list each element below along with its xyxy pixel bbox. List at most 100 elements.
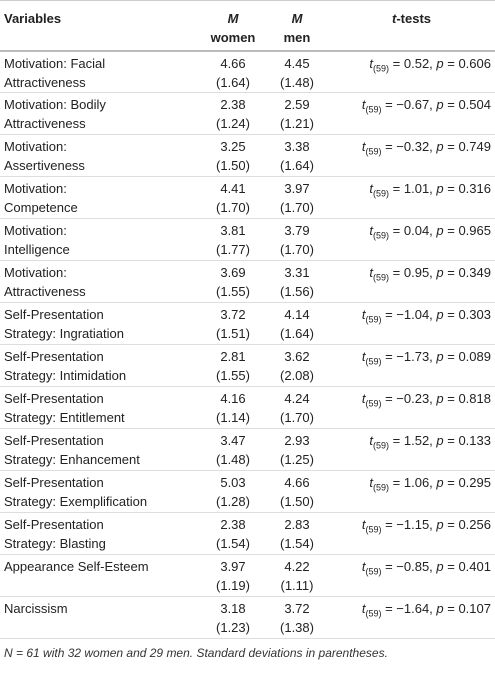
- sd: (1.48): [280, 74, 314, 90]
- variable-text: Strategy: Blasting: [4, 536, 106, 551]
- df: (59): [365, 398, 382, 409]
- variable-text: Motivation:: [4, 139, 67, 154]
- variable-text: Self-Presentation: [4, 433, 104, 448]
- variable-cell: Self-Presentation Strategy: Blasting: [0, 512, 200, 555]
- men-cell: 4.45 (1.48): [266, 50, 328, 93]
- mean: 4.22: [284, 559, 310, 574]
- mean: 3.97: [284, 181, 310, 196]
- p-value: = 0.965: [443, 223, 491, 238]
- sd: (1.19): [216, 578, 250, 593]
- men-cell: 3.72 (1.38): [266, 596, 328, 639]
- women-cell: 3.81 (1.77): [200, 218, 266, 261]
- mean: 3.69: [220, 265, 246, 280]
- variable-text: Appearance Self-Esteem: [4, 559, 149, 574]
- mean: 2.59: [284, 97, 310, 112]
- p-value: = 0.295: [443, 475, 491, 490]
- variable-text: Intelligence: [4, 242, 70, 257]
- header-m: M: [291, 11, 303, 26]
- header-text: women: [210, 30, 256, 45]
- sd: (1.77): [216, 242, 250, 257]
- sd: (1.70): [280, 410, 314, 425]
- variable-text: Self-Presentation: [4, 349, 104, 364]
- sd: (1.56): [280, 284, 314, 299]
- sd: (1.28): [216, 494, 250, 509]
- men-cell: 2.93 (1.25): [266, 428, 328, 471]
- p-value: = 0.256: [443, 517, 491, 532]
- variable-text: Self-Presentation: [4, 517, 104, 532]
- table-row: Self-Presentation Strategy: Intimidation 2…: [0, 344, 495, 387]
- sd: (1.38): [280, 620, 314, 635]
- table-row: Motivation: Intelligence 3.81 (1.77) 3.79 (1.…: [0, 218, 495, 261]
- t-symbol: t: [361, 97, 366, 112]
- t-symbol: t: [361, 391, 366, 406]
- t-value: = −1.73,: [381, 349, 437, 364]
- header-variables: Variables: [0, 0, 200, 52]
- men-cell: 4.66 (1.50): [266, 470, 328, 513]
- variable-cell: Motivation: Bodily Attractiveness: [0, 92, 200, 135]
- p-value: = 0.316: [443, 181, 491, 196]
- t-symbol: t: [361, 349, 366, 364]
- p-value: = 0.818: [443, 391, 491, 406]
- variable-text: Attractiveness: [4, 284, 86, 299]
- variable-cell: Self-Presentation Strategy: Intimidation: [0, 344, 200, 387]
- df: (59): [373, 188, 390, 199]
- mean: 3.79: [284, 223, 310, 238]
- sd: (1.64): [280, 158, 314, 173]
- sd: (1.23): [216, 620, 250, 635]
- t-value: = −0.23,: [381, 391, 437, 406]
- ttest-cell: t(59) = −0.32, p = 0.749: [328, 134, 495, 177]
- variable-cell: Self-Presentation Strategy: Enhancement: [0, 428, 200, 471]
- header-m: M: [227, 11, 239, 26]
- women-cell: 3.69 (1.55): [200, 260, 266, 303]
- variable-text: Motivation:: [4, 223, 67, 238]
- variable-text: Strategy: Entitlement: [4, 410, 125, 425]
- table-row: Appearance Self-Esteem 3.97 (1.19) 4.22 (1.1…: [0, 554, 495, 597]
- t-symbol: t: [361, 307, 366, 322]
- p-value: = 0.107: [443, 601, 491, 616]
- header-text: -tests: [396, 11, 432, 26]
- p-symbol: p: [436, 97, 444, 112]
- mean: 4.45: [284, 55, 310, 71]
- mean: 3.18: [220, 601, 246, 616]
- p-symbol: p: [436, 601, 444, 616]
- women-cell: 3.18 (1.23): [200, 596, 266, 639]
- variable-text: Strategy: Exemplification: [4, 494, 148, 509]
- ttest-cell: t(59) = −1.73, p = 0.089: [328, 344, 495, 387]
- variable-cell: Self-Presentation Strategy: Entitlement: [0, 386, 200, 429]
- table-row: Self-Presentation Strategy: Entitlement 4.…: [0, 386, 495, 429]
- sd: (2.08): [280, 368, 314, 383]
- t-symbol: t: [361, 559, 366, 574]
- mean: 3.81: [220, 223, 246, 238]
- sd: (1.24): [216, 116, 250, 131]
- variable-cell: Narcissism: [0, 596, 200, 639]
- women-cell: 2.38 (1.54): [200, 512, 266, 555]
- women-cell: 3.97 (1.19): [200, 554, 266, 597]
- men-cell: 4.22 (1.11): [266, 554, 328, 597]
- variable-text: Motivation:: [4, 265, 67, 280]
- women-cell: 5.03 (1.28): [200, 470, 266, 513]
- variable-text: Strategy: Intimidation: [4, 368, 127, 383]
- mean: 5.03: [220, 475, 246, 490]
- variable-text: Strategy: Enhancement: [4, 452, 140, 467]
- men-cell: 3.79 (1.70): [266, 218, 328, 261]
- df: (59): [365, 146, 382, 157]
- variable-text: Self-Presentation: [4, 307, 104, 322]
- mean: 3.47: [220, 433, 246, 448]
- mean: 4.66: [284, 475, 310, 490]
- sd: (1.50): [216, 158, 250, 173]
- variable-text: Competence: [4, 200, 78, 215]
- mean: 2.38: [220, 97, 246, 112]
- table-row: Motivation: Competence 4.41 (1.70) 3.97 (1.70…: [0, 176, 495, 219]
- p-symbol: p: [436, 265, 444, 280]
- t-symbol: t: [369, 433, 374, 448]
- table-row: Self-Presentation Strategy: Enhancement 3.…: [0, 428, 495, 471]
- ttest-cell: t(59) = −0.85, p = 0.401: [328, 554, 495, 597]
- df: (59): [373, 63, 390, 74]
- footnote: N = 61 with 32 women and 29 men. Standar…: [0, 639, 495, 667]
- mean: 2.81: [220, 349, 246, 364]
- ttest-cell: t(59) = −1.15, p = 0.256: [328, 512, 495, 555]
- mean: 3.72: [220, 307, 246, 322]
- t-symbol: t: [369, 55, 374, 71]
- variable-cell: Motivation: Facial Attractiveness: [0, 50, 200, 93]
- sd: (1.55): [216, 284, 250, 299]
